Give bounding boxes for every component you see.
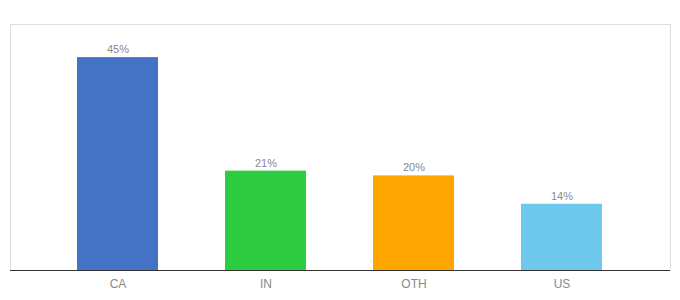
svg-text:20%: 20% <box>403 161 425 173</box>
svg-text:21%: 21% <box>255 157 277 169</box>
svg-text:OTH: OTH <box>401 277 426 291</box>
svg-text:14%: 14% <box>551 190 573 202</box>
svg-text:US: US <box>554 277 571 291</box>
svg-text:IN: IN <box>260 277 272 291</box>
svg-text:CA: CA <box>110 277 127 291</box>
svg-text:45%: 45% <box>107 43 129 55</box>
